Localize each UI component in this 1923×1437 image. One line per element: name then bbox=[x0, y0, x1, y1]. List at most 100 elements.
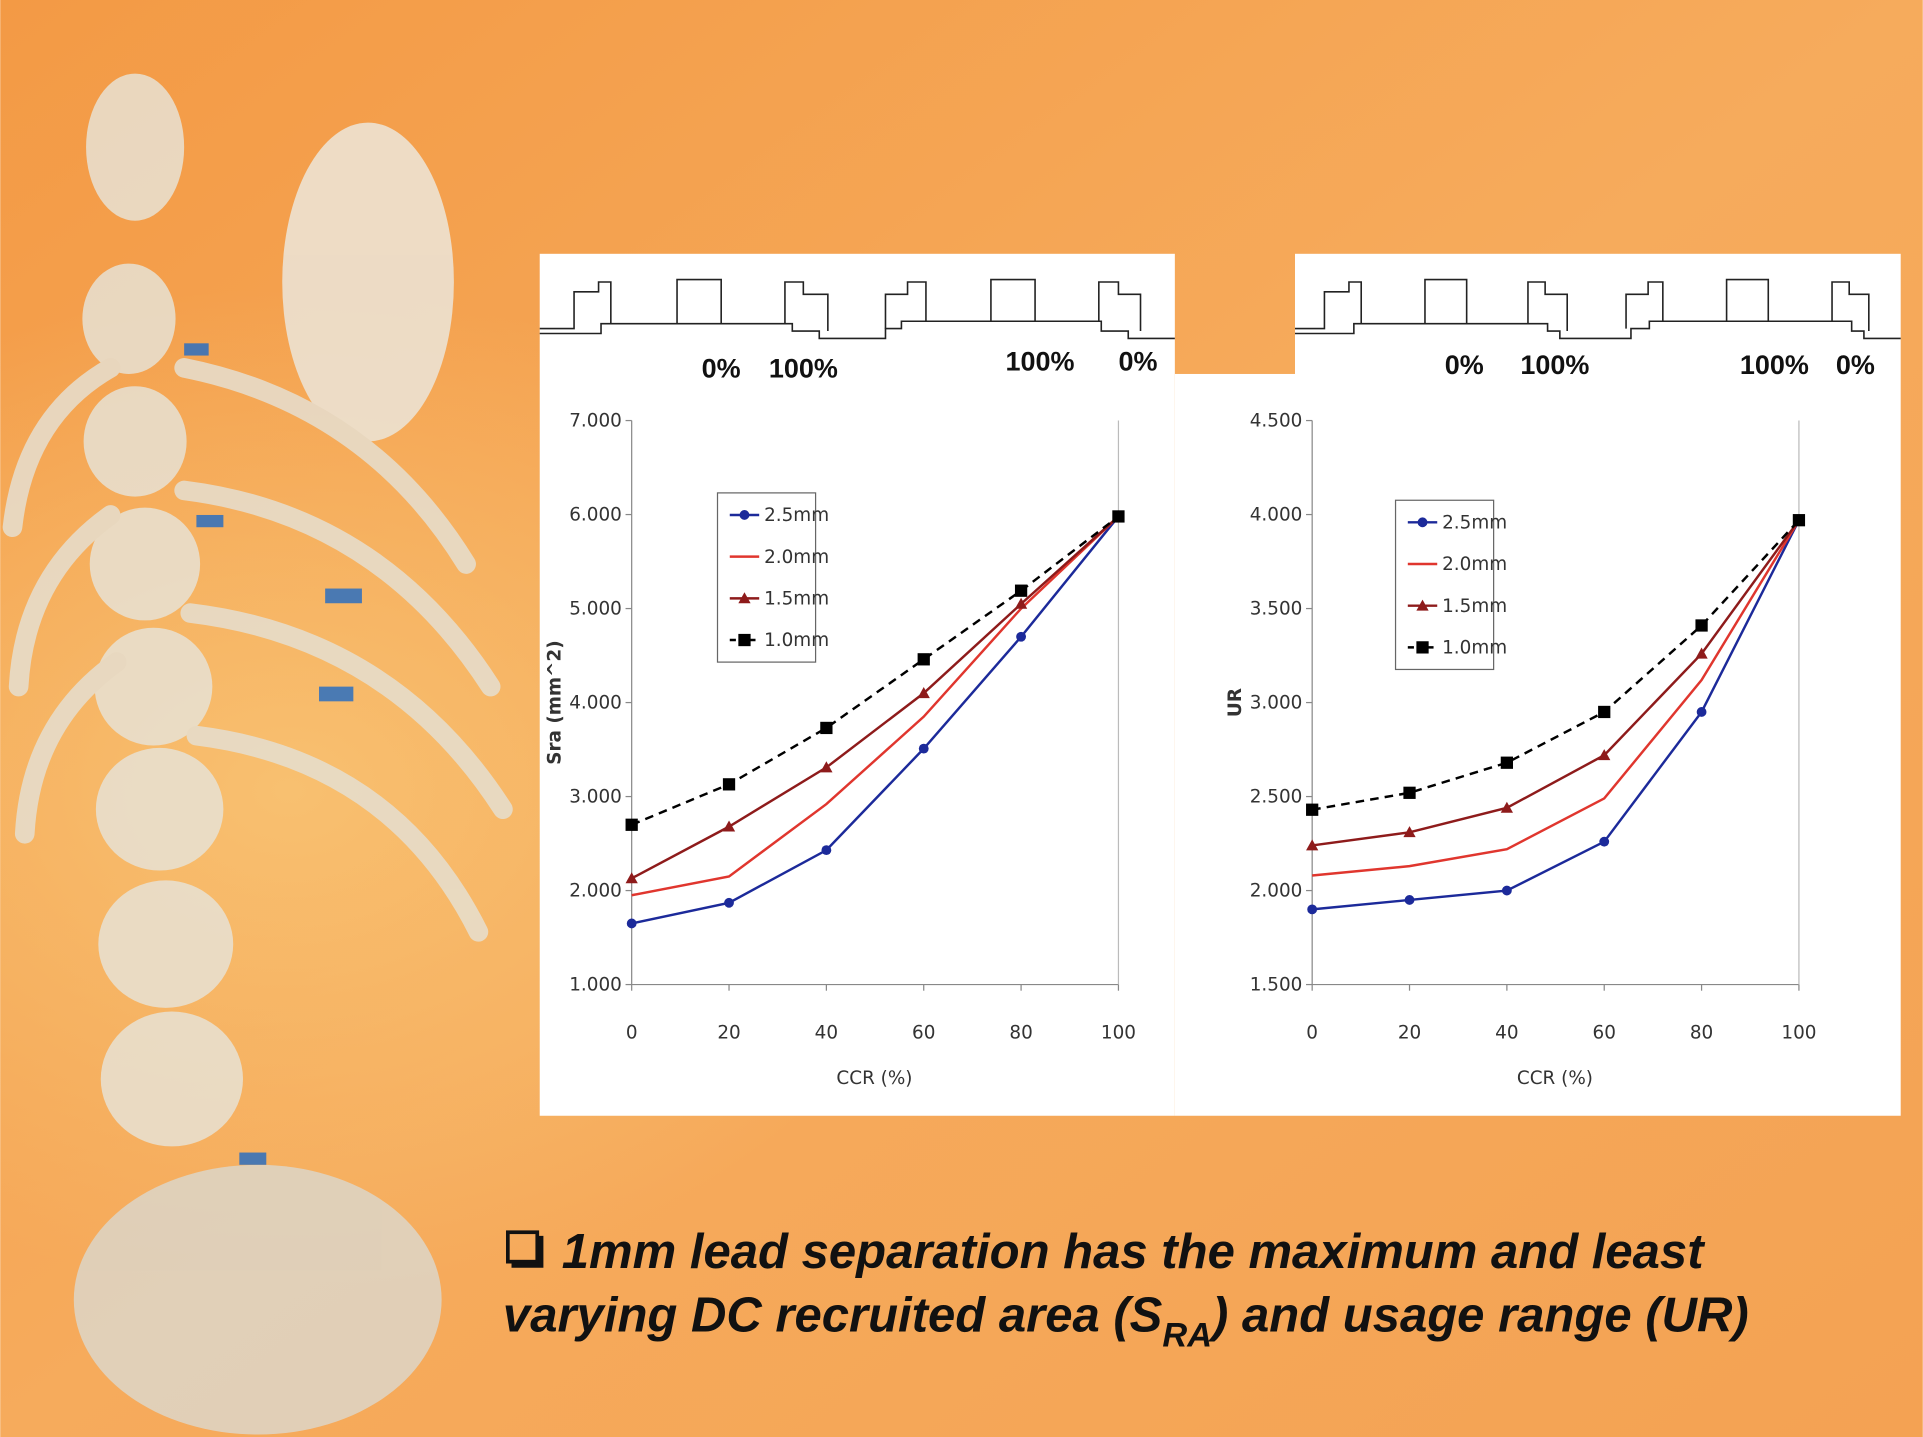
x-axis-label: CCR (%) bbox=[1517, 1068, 1593, 1089]
caption-subscript: RA bbox=[1162, 1316, 1212, 1354]
x-tick-label: 0 bbox=[1306, 1023, 1318, 1044]
point bbox=[1404, 895, 1415, 905]
point bbox=[1306, 839, 1319, 851]
series-line bbox=[631, 515, 1120, 925]
x-tick-label: 60 bbox=[912, 1023, 935, 1044]
caption-text: ) and usage range (UR) bbox=[1207, 1289, 1749, 1343]
legend-box bbox=[1394, 499, 1495, 671]
caption-line: varying DC recruited area (SRA) and usag… bbox=[503, 1289, 1749, 1355]
point bbox=[1696, 707, 1707, 717]
point bbox=[820, 721, 833, 735]
point bbox=[1306, 803, 1319, 816]
legend-label: 2.0mm bbox=[1442, 554, 1507, 575]
annotation: 0% bbox=[1836, 350, 1875, 380]
y-tick-label: 2.500 bbox=[1250, 787, 1303, 808]
x-tick-label: 60 bbox=[1593, 1023, 1616, 1044]
legend-marker bbox=[1416, 641, 1429, 654]
annotation: 0% bbox=[1119, 346, 1158, 376]
legend-label: 2.5mm bbox=[1442, 512, 1507, 533]
x-tick-label: 40 bbox=[815, 1023, 838, 1044]
point bbox=[722, 820, 736, 832]
series-line bbox=[1311, 519, 1800, 811]
series-line bbox=[631, 515, 1120, 880]
legend-marker bbox=[739, 510, 750, 520]
y-tick-label: 6.000 bbox=[569, 505, 622, 526]
y-axis-label: UR bbox=[1225, 688, 1246, 717]
y-tick-label: 3.000 bbox=[1250, 693, 1303, 714]
y-tick-label: 3.000 bbox=[569, 787, 622, 808]
series-line bbox=[1312, 519, 1800, 847]
point bbox=[820, 761, 833, 773]
point bbox=[724, 897, 734, 908]
series-line bbox=[631, 515, 1120, 897]
x-tick-label: 80 bbox=[1009, 1023, 1032, 1044]
annotation: 100% bbox=[1520, 350, 1589, 380]
point bbox=[1598, 705, 1611, 719]
point bbox=[1112, 510, 1125, 523]
point bbox=[1695, 619, 1708, 632]
point bbox=[625, 872, 638, 884]
legend-label: 1.0mm bbox=[1442, 638, 1507, 659]
x-tick-label: 0 bbox=[626, 1023, 638, 1044]
point bbox=[1500, 801, 1514, 813]
legend-marker bbox=[1417, 517, 1428, 528]
y-tick-label: 1.500 bbox=[1250, 975, 1303, 996]
point bbox=[1403, 826, 1416, 838]
annotation: 0% bbox=[702, 354, 741, 384]
series-line bbox=[631, 515, 1120, 826]
y-tick-label: 7.000 bbox=[569, 411, 622, 432]
point bbox=[1500, 756, 1514, 769]
x-tick-label: 20 bbox=[1398, 1023, 1421, 1044]
y-tick-label: 4.000 bbox=[1250, 505, 1303, 526]
annotation: 0% bbox=[1445, 350, 1484, 380]
x-tick-label: 80 bbox=[1690, 1023, 1713, 1044]
legend-marker bbox=[738, 633, 751, 647]
x-tick-label: 40 bbox=[1495, 1023, 1518, 1044]
series-line bbox=[1312, 519, 1800, 877]
annotation: 100% bbox=[1005, 346, 1074, 376]
legend-box bbox=[716, 492, 817, 663]
point bbox=[625, 818, 638, 831]
point bbox=[1598, 749, 1611, 761]
legend: 2.5mm 2.0mm 1.5mm 1.0mm bbox=[1394, 499, 1507, 671]
point bbox=[1695, 647, 1708, 659]
legend-label: 1.5mm bbox=[764, 588, 829, 609]
point bbox=[917, 687, 930, 699]
caption-marker bbox=[506, 1230, 544, 1268]
point bbox=[917, 653, 930, 666]
point bbox=[1014, 584, 1028, 597]
series-line bbox=[1312, 519, 1801, 911]
caption-line: 1mm lead separation has the maximum and … bbox=[562, 1225, 1705, 1279]
point bbox=[1599, 836, 1610, 847]
y-axis-label: Sra (mm^2) bbox=[545, 640, 566, 764]
point bbox=[1792, 514, 1806, 527]
x-tick-label: 100 bbox=[1101, 1023, 1136, 1044]
x-tick-label: 20 bbox=[717, 1023, 740, 1044]
point bbox=[1016, 631, 1026, 642]
point bbox=[626, 918, 637, 929]
y-tick-label: 4.500 bbox=[1250, 411, 1303, 432]
caption-text: varying DC recruited area (S bbox=[503, 1289, 1163, 1343]
x-tick-label: 100 bbox=[1781, 1023, 1816, 1044]
legend: 2.5mm 2.0mm 1.5mm 1.0mm bbox=[716, 492, 829, 663]
chart-panel bbox=[539, 253, 1901, 1116]
y-tick-label: 5.000 bbox=[569, 599, 622, 620]
point bbox=[821, 845, 832, 856]
y-tick-label: 2.000 bbox=[1250, 881, 1303, 902]
y-tick-label: 2.000 bbox=[569, 881, 622, 902]
spine-illustration bbox=[2, 73, 513, 1435]
point bbox=[722, 778, 736, 791]
legend-label: 2.5mm bbox=[764, 505, 829, 526]
waveform-diagram bbox=[539, 278, 1901, 340]
point bbox=[1307, 904, 1318, 915]
legend-label: 1.5mm bbox=[1442, 596, 1507, 617]
point bbox=[1403, 786, 1416, 799]
legend-marker bbox=[738, 592, 751, 604]
y-tick-label: 1.000 bbox=[569, 975, 622, 996]
y-tick-label: 3.500 bbox=[1250, 599, 1303, 620]
point bbox=[1501, 885, 1512, 896]
point bbox=[1014, 597, 1028, 609]
y-tick-label: 4.000 bbox=[569, 693, 622, 714]
legend-label: 2.0mm bbox=[764, 547, 829, 568]
